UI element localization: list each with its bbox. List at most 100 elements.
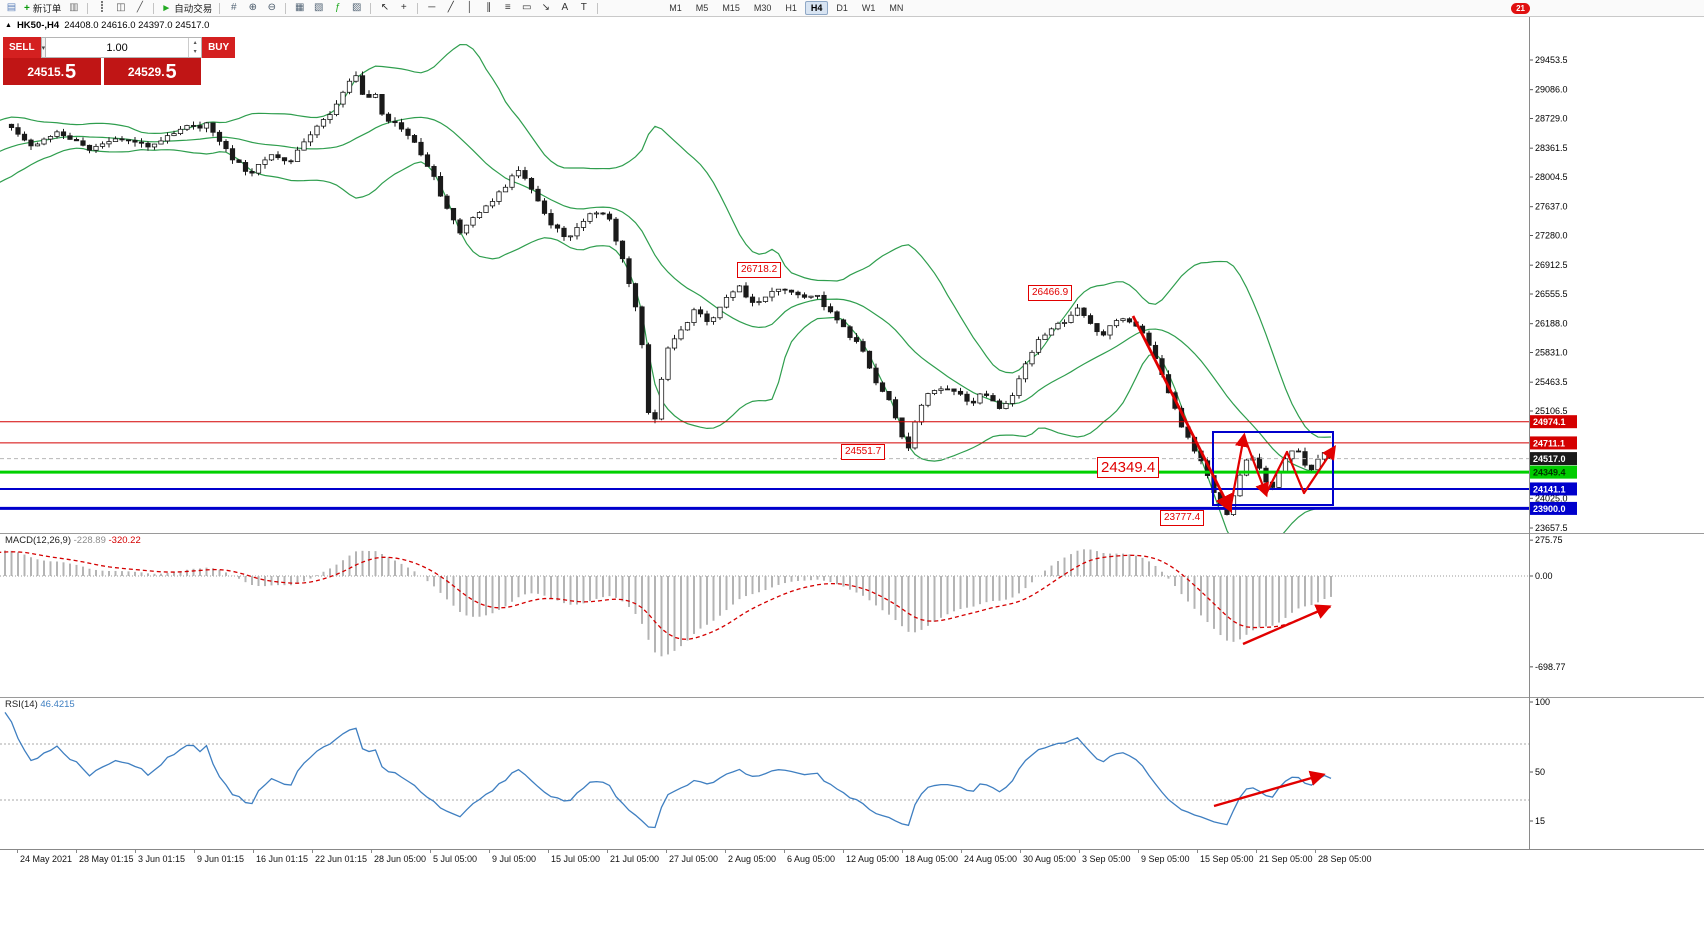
text-icon[interactable]: A <box>561 2 569 13</box>
svg-text:25106.5: 25106.5 <box>1535 406 1568 416</box>
buy-price[interactable]: 24529. 5 <box>103 58 201 85</box>
time-axis-tick <box>548 850 549 853</box>
svg-text:24349.4: 24349.4 <box>1533 468 1566 478</box>
timeframe-h1[interactable]: H1 <box>785 3 797 13</box>
time-axis-label: 9 Sep 05:00 <box>1141 854 1190 864</box>
volume-dropdown-icon[interactable]: ▾ <box>40 37 47 58</box>
tile-windows-icon[interactable]: ▦ <box>295 2 305 13</box>
svg-text:25463.5: 25463.5 <box>1535 377 1568 387</box>
svg-text:15: 15 <box>1535 816 1545 826</box>
timeframe-switcher: M1 M5 M15 M30 H1 H4 D1 W1 MN <box>662 1 910 15</box>
trendline-icon[interactable]: ╱ <box>447 2 454 13</box>
grid-icon[interactable]: # <box>231 2 237 13</box>
toolbar-separator <box>597 2 599 14</box>
time-axis-label: 28 Jun 05:00 <box>374 854 427 864</box>
svg-text:29453.5: 29453.5 <box>1535 55 1568 65</box>
time-axis-tick <box>489 850 490 853</box>
bar-chart-type-icon[interactable]: ┋ <box>98 2 105 13</box>
market-watch-icon[interactable]: ▥ <box>69 2 79 13</box>
time-axis-label: 24 Aug 05:00 <box>964 854 1018 864</box>
auto-trading-button-icon: ► <box>161 2 172 14</box>
toolbar-separator <box>153 2 155 14</box>
time-axis-label: 16 Jun 01:15 <box>256 854 309 864</box>
rsi-value: 46.4215 <box>40 699 75 710</box>
volume-input[interactable] <box>46 38 189 57</box>
time-axis-label: 27 Jul 05:00 <box>669 854 719 864</box>
time-axis-tick <box>1315 850 1316 853</box>
notification-badge[interactable]: 21 <box>1511 2 1530 14</box>
one-click-panel-toggle-icon[interactable]: ▲ <box>5 22 12 29</box>
line-chart-type-icon[interactable]: ╱ <box>136 2 143 13</box>
rsi-label: RSI(14) 46.4215 <box>5 699 75 710</box>
sell-price[interactable]: 24515. 5 <box>3 58 101 85</box>
volume-increase-icon[interactable]: ▴ <box>193 39 197 46</box>
timeframe-m30[interactable]: M30 <box>753 3 772 13</box>
svg-text:28729.0: 28729.0 <box>1535 114 1568 124</box>
chart-symbol-period: HK50-,H4 <box>16 20 60 31</box>
svg-text:24711.1: 24711.1 <box>1533 438 1565 448</box>
volume-spinner: ▴ ▾ <box>188 38 201 57</box>
time-axis-tick <box>666 850 667 853</box>
time-axis-tick <box>607 850 608 853</box>
macd-panel[interactable]: 275.75 0.00 -698.77 <box>0 533 1704 697</box>
svg-text:25831.0: 25831.0 <box>1535 348 1568 358</box>
svg-text:29086.0: 29086.0 <box>1535 85 1568 95</box>
time-axis-label: 2 Aug 05:00 <box>728 854 777 864</box>
time-axis-tick <box>725 850 726 853</box>
hline-icon[interactable]: ─ <box>428 2 436 13</box>
timeframe-h4[interactable]: H4 <box>804 1 829 15</box>
macd-label: MACD(12,26,9) -228.89 -320.22 <box>5 535 141 546</box>
rsi-panel[interactable]: 100 50 15 <box>0 697 1704 849</box>
time-axis-tick <box>312 850 313 853</box>
cursor-icon[interactable]: ↖ <box>380 2 389 13</box>
volume-decrease-icon[interactable]: ▾ <box>193 49 197 56</box>
buy-button[interactable]: BUY <box>202 37 236 58</box>
time-axis-tick <box>1256 850 1257 853</box>
time-axis-tick <box>76 850 77 853</box>
svg-text:28361.5: 28361.5 <box>1535 143 1568 153</box>
candlestick-chart-type-icon[interactable]: ◫ <box>116 2 126 13</box>
timeframe-m1[interactable]: M1 <box>669 3 682 13</box>
sell-button[interactable]: SELL <box>3 37 41 58</box>
timeframe-mn[interactable]: MN <box>889 3 904 13</box>
time-axis-tick <box>961 850 962 853</box>
time-axis-label: 9 Jun 01:15 <box>197 854 245 864</box>
time-axis-label: 24 May 2021 <box>20 854 73 864</box>
arrows-icon[interactable]: ↘ <box>541 2 550 13</box>
time-axis-label: 30 Aug 05:00 <box>1023 854 1077 864</box>
new-order-button[interactable]: + 新订单 <box>24 2 62 16</box>
price-axis-separator <box>1529 16 1530 849</box>
toolbar-separator <box>285 2 287 14</box>
time-axis-tick <box>253 850 254 853</box>
zoom-in-icon[interactable]: ⊕ <box>248 2 257 13</box>
fibonacci-icon[interactable]: ≡ <box>504 2 511 13</box>
time-axis-tick <box>430 850 431 853</box>
shapes-icon[interactable]: ▭ <box>522 2 532 13</box>
trade-panel-prices: 24515. 5 24529. 5 <box>3 58 201 85</box>
main-chart-canvas[interactable]: 29453.5 29086.0 28729.0 28361.5 28004.5 27637… <box>0 16 1704 533</box>
time-axis-label: 21 Sep 05:00 <box>1259 854 1313 864</box>
label-icon[interactable]: T <box>580 2 587 13</box>
channel-icon[interactable]: ∥ <box>486 2 492 13</box>
time-axis-label: 12 Aug 05:00 <box>846 854 900 864</box>
new-chart-icon[interactable]: ▧ <box>314 2 324 13</box>
trade-panel-controls: SELL ▾ ▴ ▾ BUY <box>3 37 236 58</box>
svg-text:24974.1: 24974.1 <box>1533 417 1566 427</box>
timeframe-d1[interactable]: D1 <box>836 3 848 13</box>
timeframe-m15[interactable]: M15 <box>722 3 740 13</box>
auto-trading-button[interactable]: ► 自动交易 <box>161 2 213 16</box>
time-axis-tick <box>1138 850 1139 853</box>
time-axis-label: 28 Sep 05:00 <box>1318 854 1372 864</box>
zoom-out-icon[interactable]: ⊖ <box>267 2 276 13</box>
timeframe-m5[interactable]: M5 <box>695 3 709 13</box>
timeframe-w1[interactable]: W1 <box>861 3 876 13</box>
crosshair-icon[interactable]: + <box>400 2 407 13</box>
time-axis[interactable]: 24 May 2021 28 May 01:15 3 Jun 01:15 9 Jun … <box>0 849 1704 868</box>
chart-window-icon[interactable]: ▤ <box>6 2 17 13</box>
vline-icon[interactable]: │ <box>466 2 473 13</box>
templates-icon[interactable]: ▨ <box>352 2 362 13</box>
volume-field: ▴ ▾ <box>46 37 203 58</box>
indicators-icon[interactable]: ƒ <box>335 2 341 13</box>
time-axis-label: 5 Jul 05:00 <box>433 854 478 864</box>
time-axis-tick <box>17 850 18 853</box>
